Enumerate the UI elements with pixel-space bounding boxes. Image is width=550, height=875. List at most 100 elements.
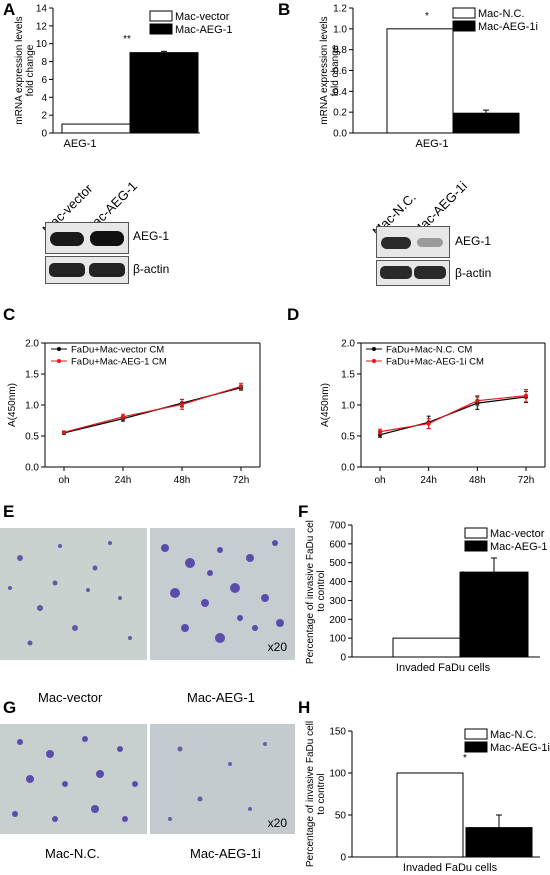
y-tick-label: 2.0	[25, 339, 39, 350]
legend-label: FaDu+Mac-AEG-1i CM	[386, 357, 484, 368]
legend-label: FaDu+Mac-N.C. CM	[386, 345, 472, 356]
micrograph-g-left	[0, 724, 147, 834]
y-tick-label: 0.4	[333, 87, 347, 98]
legend-label: FaDu+Mac-vector CM	[71, 345, 164, 356]
legend-marker	[57, 347, 61, 351]
blot-b-actin-band-2	[414, 266, 446, 279]
y-tick-label: 0.6	[333, 66, 347, 77]
y-tick-label: 500	[329, 558, 346, 569]
y-tick-label: 12	[36, 21, 48, 32]
y-tick-label: 150	[329, 727, 346, 738]
data-point	[62, 430, 66, 435]
data-point	[378, 429, 382, 434]
x-tick-label: 24h	[420, 475, 437, 486]
y-axis-title-line1: mRNA expression levels	[14, 16, 25, 124]
y-tick-label: 0.5	[341, 432, 355, 443]
legend-label: Mac-AEG-1	[490, 541, 547, 553]
y-axis-title: A(450nm)	[320, 383, 331, 427]
legend-label: Mac-AEG-1i	[490, 742, 550, 754]
panel-label-c: C	[3, 305, 16, 324]
y-tick-label: 0.0	[333, 129, 347, 140]
x-tick-label: 48h	[174, 475, 191, 486]
y-axis-title-line1: Percentage of invasive FaDu cell	[305, 520, 316, 664]
y-tick-label: 50	[335, 811, 347, 822]
bar-control	[386, 28, 454, 134]
legend-swatch	[149, 23, 173, 35]
bar-control	[396, 772, 464, 858]
micrograph-e-right-image	[150, 528, 295, 660]
legend-label: Mac-AEG-1	[175, 24, 232, 36]
y-tick-label: 1.0	[25, 401, 39, 412]
y-tick-label: 700	[329, 521, 346, 532]
y-tick-label: 100	[329, 634, 346, 645]
blot-a-aeg1-row	[45, 222, 129, 254]
data-point	[239, 384, 243, 389]
legend-swatch	[464, 728, 488, 740]
legend-label: Mac-N.C.	[490, 729, 536, 741]
x-axis-label: Invaded FaDu cells	[396, 662, 491, 674]
blot-b-row-label-aeg1: AEG-1	[455, 234, 492, 248]
blot-b-row-label-actin: β-actin	[455, 266, 492, 280]
legend-swatch	[452, 20, 476, 32]
data-point	[180, 402, 184, 407]
y-tick-label: 2	[41, 111, 47, 122]
micrograph-e-magnification: x20	[267, 640, 287, 654]
bar-control	[61, 123, 131, 134]
y-tick-label: 0	[340, 853, 346, 864]
legend-marker	[372, 347, 376, 351]
y-tick-label: 300	[329, 596, 346, 607]
y-tick-label: 4	[41, 93, 47, 104]
panel-label-d: D	[287, 305, 300, 324]
y-tick-label: 0.0	[341, 463, 355, 474]
y-axis-title-line2: fold change	[330, 44, 341, 96]
micrograph-e-right-caption: Mac-AEG-1	[187, 690, 255, 705]
legend-swatch	[452, 7, 476, 19]
micrograph-g-left-caption: Mac-N.C.	[45, 846, 100, 861]
x-tick-label: oh	[58, 475, 69, 486]
data-point	[524, 393, 528, 398]
y-tick-label: 200	[329, 615, 346, 626]
y-axis-title: A(450nm)	[7, 383, 18, 427]
y-tick-label: 10	[36, 39, 48, 50]
y-tick-label: 600	[329, 539, 346, 550]
blot-b-actin-band-1	[380, 266, 412, 279]
blot-a-aeg1-band-2	[90, 231, 124, 246]
y-tick-label: 0.0	[25, 463, 39, 474]
micrograph-e-right: x20	[150, 528, 295, 660]
chart-a-mrna-bar: 0 2 4 6 8 10 12 14 mRNA expression levels fold ch…	[14, 4, 232, 151]
chart-d-proliferation: 0.0 0.5 1.0 1.5 2.0 oh 24h 48h 72h A(450nm) FaDu+M…	[320, 339, 546, 486]
micrograph-g-magnification: x20	[267, 816, 287, 830]
micrograph-e-left-image	[0, 528, 147, 660]
x-axis-label: AEG-1	[415, 138, 448, 150]
y-tick-label: 6	[41, 75, 47, 86]
blot-a-actin-row	[45, 256, 129, 284]
panel-label-h: H	[298, 698, 311, 717]
y-tick-label: 2.0	[341, 339, 355, 350]
panel-label-f: F	[298, 502, 309, 521]
x-tick-label: 48h	[469, 475, 486, 486]
blot-b-aeg1-band-1	[381, 237, 411, 249]
legend-swatch	[464, 540, 488, 552]
chart-h-invasion-bar: 0 50 100 150 Percentage of invasive FaDu cel…	[305, 721, 550, 874]
data-point	[121, 414, 125, 419]
y-tick-label: 0.8	[333, 45, 347, 56]
y-tick-label: 0	[41, 129, 47, 140]
chart-f-invasion-bar: 0 100 200 300 400 500 600 700 Percentage of inva…	[305, 520, 547, 674]
x-axis-label: Invaded FaDu cells	[403, 862, 498, 874]
significance-marker: *	[461, 570, 465, 581]
legend-swatch	[464, 527, 488, 539]
micrograph-e-left-caption: Mac-vector	[38, 690, 103, 705]
legend-marker	[57, 359, 61, 363]
blot-a-actin-band-1	[49, 263, 85, 277]
panel-label-e: E	[3, 502, 15, 521]
y-tick-label: 0.5	[25, 432, 39, 443]
series-line	[63, 385, 242, 433]
micrograph-e-left	[0, 528, 147, 660]
chart-c-proliferation: 0.0 0.5 1.0 1.5 2.0 oh 24h 48h 72h A(450nm) FaDu+M…	[7, 339, 261, 486]
legend-swatch	[149, 10, 173, 22]
y-tick-label: 8	[41, 57, 47, 68]
y-tick-label: 14	[36, 4, 48, 15]
legend-label: Mac-vector	[175, 11, 230, 23]
blot-a-aeg1-band-1	[50, 232, 84, 246]
blot-b-actin-row	[376, 260, 450, 286]
